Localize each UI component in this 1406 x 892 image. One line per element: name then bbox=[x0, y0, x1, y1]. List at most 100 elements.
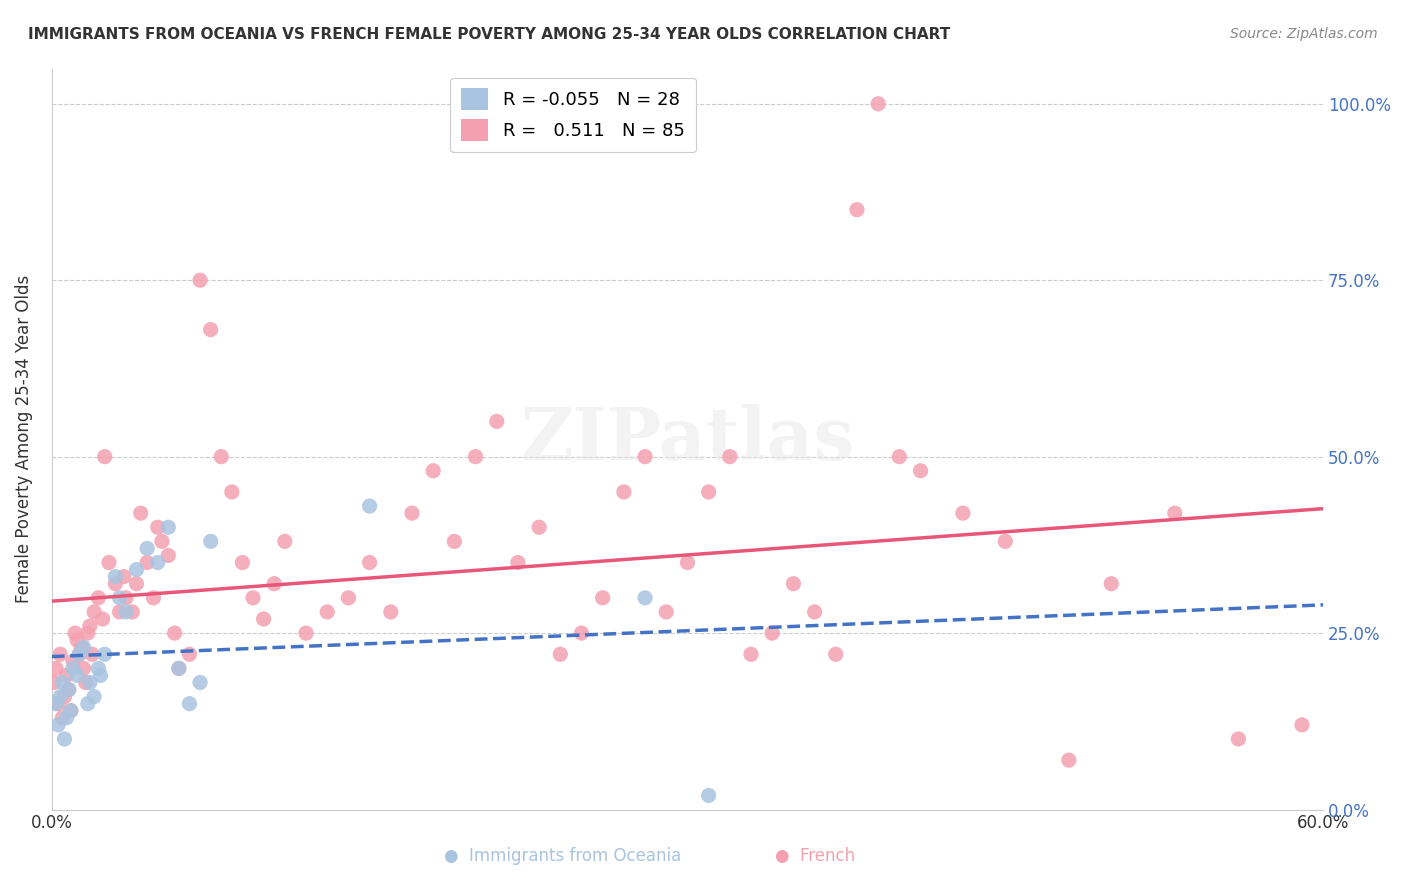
Point bbox=[87, 591, 110, 605]
Text: ●  Immigrants from Oceania: ● Immigrants from Oceania bbox=[444, 847, 681, 865]
Point bbox=[167, 661, 190, 675]
Point bbox=[295, 626, 318, 640]
Point bbox=[613, 485, 636, 500]
Point bbox=[316, 605, 339, 619]
Point bbox=[115, 605, 138, 619]
Point bbox=[1164, 506, 1187, 520]
Point bbox=[104, 569, 127, 583]
Point bbox=[83, 690, 105, 704]
Point bbox=[129, 506, 152, 520]
Point bbox=[740, 647, 762, 661]
Point bbox=[67, 647, 90, 661]
Point bbox=[443, 534, 465, 549]
Point bbox=[274, 534, 297, 549]
Point bbox=[242, 591, 264, 605]
Point bbox=[51, 711, 73, 725]
Point bbox=[142, 591, 165, 605]
Point bbox=[89, 668, 111, 682]
Point bbox=[46, 697, 69, 711]
Point bbox=[63, 626, 86, 640]
Point bbox=[464, 450, 486, 464]
Point bbox=[125, 563, 148, 577]
Legend: R = -0.055   N = 28, R =   0.511   N = 85: R = -0.055 N = 28, R = 0.511 N = 85 bbox=[450, 78, 696, 153]
Text: IMMIGRANTS FROM OCEANIA VS FRENCH FEMALE POVERTY AMONG 25-34 YEAR OLDS CORRELATI: IMMIGRANTS FROM OCEANIA VS FRENCH FEMALE… bbox=[28, 27, 950, 42]
Point bbox=[209, 450, 232, 464]
Point bbox=[70, 640, 93, 655]
Point bbox=[49, 647, 72, 661]
Point bbox=[55, 668, 77, 682]
Point bbox=[66, 668, 89, 682]
Point bbox=[62, 661, 84, 675]
Point bbox=[889, 450, 911, 464]
Point bbox=[231, 556, 253, 570]
Point bbox=[846, 202, 869, 217]
Point bbox=[62, 654, 84, 668]
Point bbox=[150, 534, 173, 549]
Point bbox=[136, 541, 159, 556]
Point bbox=[146, 520, 169, 534]
Point bbox=[72, 640, 94, 655]
Point bbox=[550, 647, 572, 661]
Point bbox=[824, 647, 846, 661]
Point bbox=[634, 450, 657, 464]
Point bbox=[87, 661, 110, 675]
Point bbox=[1291, 718, 1313, 732]
Point bbox=[42, 675, 65, 690]
Point bbox=[45, 661, 67, 675]
Point bbox=[112, 569, 135, 583]
Point bbox=[108, 591, 131, 605]
Point bbox=[592, 591, 614, 605]
Point bbox=[761, 626, 783, 640]
Point bbox=[655, 605, 678, 619]
Point bbox=[59, 704, 82, 718]
Point bbox=[485, 414, 508, 428]
Point bbox=[422, 464, 444, 478]
Text: ●  French: ● French bbox=[776, 847, 855, 865]
Point bbox=[58, 682, 80, 697]
Point bbox=[401, 506, 423, 520]
Point bbox=[179, 697, 201, 711]
Point bbox=[80, 647, 103, 661]
Point bbox=[359, 499, 381, 513]
Point bbox=[868, 96, 890, 111]
Point bbox=[72, 661, 94, 675]
Point bbox=[1099, 576, 1122, 591]
Point bbox=[188, 675, 211, 690]
Point bbox=[994, 534, 1017, 549]
Point bbox=[93, 647, 115, 661]
Point bbox=[75, 675, 97, 690]
Point bbox=[1057, 753, 1080, 767]
Point bbox=[76, 697, 98, 711]
Point bbox=[79, 675, 101, 690]
Point bbox=[58, 682, 80, 697]
Point bbox=[1227, 731, 1250, 746]
Y-axis label: Female Poverty Among 25-34 Year Olds: Female Poverty Among 25-34 Year Olds bbox=[15, 275, 32, 603]
Point bbox=[53, 731, 76, 746]
Point bbox=[83, 605, 105, 619]
Point bbox=[782, 576, 804, 591]
Point bbox=[200, 534, 222, 549]
Point bbox=[51, 675, 73, 690]
Point bbox=[910, 464, 932, 478]
Point bbox=[179, 647, 201, 661]
Point bbox=[53, 690, 76, 704]
Point bbox=[157, 520, 180, 534]
Point bbox=[91, 612, 114, 626]
Point bbox=[115, 591, 138, 605]
Point bbox=[634, 591, 657, 605]
Point bbox=[253, 612, 276, 626]
Point bbox=[97, 556, 120, 570]
Point bbox=[697, 789, 720, 803]
Point bbox=[200, 323, 222, 337]
Point bbox=[46, 718, 69, 732]
Point bbox=[93, 450, 115, 464]
Point bbox=[59, 704, 82, 718]
Point bbox=[263, 576, 285, 591]
Point bbox=[108, 605, 131, 619]
Point bbox=[167, 661, 190, 675]
Point bbox=[697, 485, 720, 500]
Point bbox=[45, 697, 67, 711]
Point bbox=[718, 450, 741, 464]
Point bbox=[163, 626, 186, 640]
Point bbox=[55, 711, 77, 725]
